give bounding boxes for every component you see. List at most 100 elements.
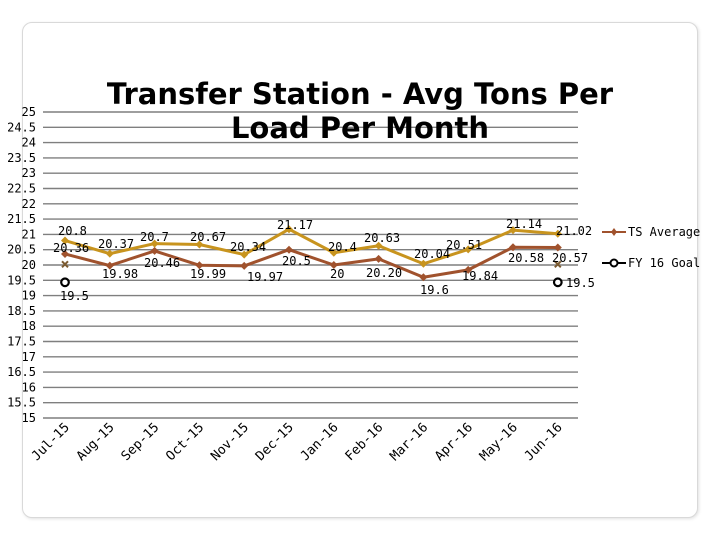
- y-tick-label: 15: [22, 411, 36, 425]
- y-tick-label: 20: [22, 258, 36, 272]
- y-tick-label: 16.5: [7, 365, 36, 379]
- data-point: [195, 261, 204, 270]
- y-tick-label: 24: [22, 136, 36, 150]
- data-point: [61, 249, 69, 258]
- data-point: [509, 226, 517, 235]
- series-line: [64, 227, 558, 266]
- x-tick-label: Dec-15: [253, 420, 297, 464]
- data-point: [374, 254, 383, 263]
- data-point: [329, 248, 338, 257]
- x-tick-label: Jan-16: [298, 420, 342, 464]
- y-tick-label: 22: [22, 197, 36, 211]
- data-label: 19.84: [462, 269, 498, 283]
- data-label: 21.02: [556, 224, 592, 238]
- x-tick-label: Oct-15: [163, 420, 207, 464]
- data-point: [240, 250, 249, 259]
- data-label: 19.5: [60, 289, 89, 303]
- data-labels: 20.36 19.98 20.46 19.99 19.97 20.5 20 20.20 19.6…: [53, 217, 595, 303]
- x-tick-label: Jul-15: [29, 420, 73, 464]
- chart-title-line-1: Transfer Station - Avg Tons Per: [107, 77, 614, 111]
- chart-title: Transfer Station - Avg Tons Per Load Per…: [107, 77, 614, 145]
- data-label: 20.04: [414, 247, 450, 261]
- data-label: 19.99: [190, 267, 226, 281]
- x-tick-label: May-16: [477, 420, 521, 464]
- data-label: 19.6: [420, 283, 449, 297]
- legend-ts-average-marker: [611, 228, 617, 236]
- data-label: 20.58: [508, 251, 544, 265]
- data-point: [150, 246, 159, 255]
- y-tick-label: 24.5: [7, 120, 36, 134]
- y-tick-label: 23.5: [7, 151, 36, 165]
- data-label: 19.97: [247, 270, 283, 284]
- data-point: [552, 277, 563, 288]
- y-tick-label: 23: [22, 166, 36, 180]
- y-tick-label: 15.5: [7, 396, 36, 410]
- data-point: [61, 236, 69, 245]
- data-label: 20.4: [328, 240, 357, 254]
- data-point: [464, 265, 473, 274]
- data-point: [195, 240, 204, 249]
- data-point: [419, 273, 428, 282]
- y-tick-label: 16: [22, 380, 36, 394]
- y-tick-label: 17.5: [7, 335, 36, 349]
- data-label: 21.17: [277, 218, 313, 232]
- x-axis-ticks: Jul-15 Aug-15 Sep-15 Oct-15 Nov-15 Dec-15 Jan-…: [29, 420, 566, 464]
- data-label: 20.8: [58, 224, 87, 238]
- data-point: [374, 241, 383, 250]
- grid-lines: [43, 111, 578, 419]
- x-tick-label: Jun-16: [522, 420, 566, 464]
- x-tick-label: Nov-15: [208, 420, 252, 464]
- x-tick-label: Sep-15: [119, 420, 163, 464]
- x-tick-label: Aug-15: [74, 420, 118, 464]
- data-point: [464, 245, 473, 254]
- data-label: 20.46: [144, 256, 180, 270]
- data-point: [105, 261, 114, 270]
- y-tick-label: 19: [22, 289, 36, 303]
- data-point: [60, 277, 70, 288]
- legend-goal-label: FY 16 Goal: [628, 256, 700, 270]
- data-point: [105, 249, 114, 258]
- data-label: 19.5: [566, 276, 595, 290]
- x-tick-label: Apr-16: [432, 420, 476, 464]
- legend: TS Average FY 16 Goal: [602, 225, 700, 270]
- data-label: 20.34: [230, 240, 266, 254]
- y-tick-label: 17: [22, 350, 36, 364]
- data-label: 20.7: [140, 230, 169, 244]
- data-point: [329, 261, 338, 269]
- y-tick-label: 18: [22, 319, 36, 333]
- data-point: [150, 239, 159, 248]
- series-line: [64, 245, 558, 279]
- data-point: [285, 225, 293, 234]
- y-tick-label: 22.5: [7, 182, 36, 196]
- data-label: 20.5: [282, 254, 311, 268]
- x-tick-label: Mar-16: [387, 420, 431, 464]
- data-label: 20: [330, 267, 344, 281]
- y-tick-label: 20.5: [7, 243, 36, 257]
- data-label: 20.20: [366, 266, 402, 280]
- legend-ts-average-label: TS Average: [628, 225, 700, 239]
- data-label: 20.37: [98, 237, 134, 251]
- y-tick-label: 18.5: [7, 304, 36, 318]
- data-point: [285, 245, 293, 254]
- goal-x-marker: [61, 260, 69, 269]
- data-point: [419, 259, 428, 268]
- legend-goal-marker: [609, 258, 619, 268]
- y-tick-label: 25: [22, 105, 36, 119]
- data-point: [240, 261, 249, 270]
- data-label: 20.51: [446, 238, 482, 252]
- x-tick-label: Feb-16: [343, 420, 387, 464]
- data-point: [553, 229, 562, 238]
- data-label: 20.36: [53, 241, 89, 255]
- data-point: [509, 243, 517, 252]
- data-label: 21.14: [506, 217, 542, 231]
- goal-x-marker: [554, 260, 562, 269]
- series-lines: [60, 225, 563, 288]
- y-tick-label: 21.5: [7, 212, 36, 226]
- data-label: 20.63: [364, 231, 400, 245]
- data-label: 19.98: [102, 267, 138, 281]
- data-label: 20.57: [552, 251, 588, 265]
- y-tick-label: 19.5: [7, 273, 36, 287]
- data-point: [553, 243, 562, 252]
